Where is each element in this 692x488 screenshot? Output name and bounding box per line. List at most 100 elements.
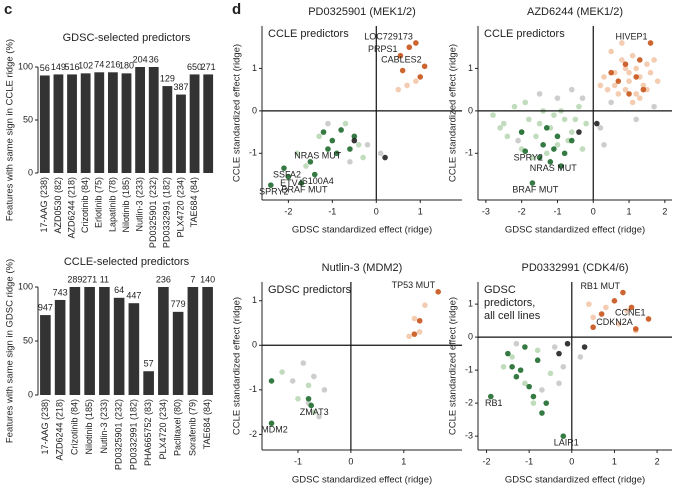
point bbox=[626, 78, 632, 84]
point-label: LAIR1 bbox=[554, 438, 579, 448]
count-label: 57 bbox=[144, 359, 154, 369]
point bbox=[576, 129, 582, 135]
point bbox=[597, 82, 604, 89]
y-axis-label: CCLE standardized effect (ridge) bbox=[448, 44, 459, 182]
point bbox=[305, 395, 312, 402]
x-axis-label: GDSC standardized effect (ridge) bbox=[292, 475, 432, 486]
bar bbox=[69, 287, 81, 395]
point bbox=[622, 61, 629, 67]
point bbox=[316, 413, 322, 420]
point-label: SSFA2 bbox=[273, 170, 301, 180]
count-label: 102 bbox=[78, 61, 93, 71]
x-tick-label: 2 bbox=[662, 206, 667, 216]
point bbox=[586, 301, 592, 307]
y-tick-label: -1 bbox=[465, 365, 473, 375]
chart-title: AZD6244 (MEK1/2) bbox=[527, 6, 623, 18]
point bbox=[529, 180, 536, 186]
y-axis-label: Features with same sign in CCLE ridge (%… bbox=[5, 39, 16, 221]
bar bbox=[162, 86, 173, 173]
x-tick-label: PLX4720 (234) bbox=[158, 399, 168, 460]
point bbox=[543, 125, 550, 131]
point bbox=[342, 120, 349, 127]
point bbox=[364, 142, 371, 148]
point bbox=[579, 146, 586, 152]
bar bbox=[128, 303, 140, 395]
point bbox=[624, 307, 631, 314]
point bbox=[509, 354, 515, 360]
point bbox=[325, 120, 331, 127]
point bbox=[647, 69, 654, 76]
point bbox=[560, 364, 567, 370]
point bbox=[572, 116, 579, 123]
x-tick-label: 1 bbox=[418, 206, 423, 216]
x-tick-label: PD0332991 (182) bbox=[128, 399, 138, 470]
point bbox=[554, 133, 561, 140]
point-label: NRAS MUT bbox=[294, 150, 342, 160]
y-tick-label: 1 bbox=[468, 298, 473, 308]
point bbox=[325, 146, 331, 152]
bar bbox=[135, 67, 146, 173]
point bbox=[636, 95, 643, 101]
point-label: SPRY2 bbox=[259, 187, 288, 197]
bar bbox=[148, 67, 159, 173]
point bbox=[268, 378, 275, 384]
count-label: 271 bbox=[201, 62, 216, 72]
point bbox=[522, 344, 528, 350]
point bbox=[568, 129, 575, 135]
y-tick-label: 0 bbox=[28, 389, 33, 399]
y-tick-label: 0 bbox=[28, 167, 33, 177]
point bbox=[651, 57, 657, 63]
point bbox=[530, 400, 537, 406]
bar bbox=[113, 297, 125, 395]
point bbox=[611, 82, 618, 89]
bar bbox=[187, 287, 199, 395]
point bbox=[594, 120, 600, 127]
point bbox=[619, 57, 625, 63]
y-tick-label: -2 bbox=[465, 398, 473, 408]
point bbox=[529, 154, 536, 161]
point bbox=[622, 86, 629, 93]
count-label: 947 bbox=[38, 302, 53, 312]
x-tick-label: -2 bbox=[518, 206, 526, 216]
x-tick-label: PHA665752 (83) bbox=[143, 399, 153, 466]
point bbox=[517, 367, 524, 373]
x-tick-label: 1 bbox=[612, 456, 617, 466]
bar bbox=[67, 74, 77, 173]
y-tick-label: 0 bbox=[468, 331, 473, 341]
bar bbox=[202, 287, 213, 395]
point bbox=[311, 171, 318, 178]
y-tick-label: 0 bbox=[252, 340, 257, 350]
y-axis-label: CCLE standardized effect (ridge) bbox=[232, 297, 243, 435]
point bbox=[543, 400, 550, 406]
point bbox=[556, 380, 562, 387]
point bbox=[622, 65, 629, 72]
point bbox=[295, 395, 301, 402]
point bbox=[654, 78, 661, 84]
point bbox=[539, 410, 545, 416]
x-tick-label: Erlotinib (75) bbox=[94, 177, 104, 228]
x-tick-label: Nutlin-3 (233) bbox=[99, 399, 109, 454]
count-label: 11 bbox=[100, 274, 109, 284]
x-tick-label: Crizotinib (84) bbox=[69, 399, 79, 455]
y-tick-label: 50 bbox=[23, 335, 33, 345]
y-tick-label: 100 bbox=[18, 61, 33, 71]
point bbox=[267, 182, 274, 188]
box-text: GDSC bbox=[484, 284, 516, 296]
point bbox=[522, 380, 528, 387]
point bbox=[633, 91, 640, 97]
point bbox=[285, 173, 292, 180]
point bbox=[303, 163, 309, 169]
point bbox=[640, 82, 647, 89]
count-label: 216 bbox=[105, 60, 120, 70]
count-label: 236 bbox=[156, 274, 171, 284]
x-tick-label: Paclitaxel (80) bbox=[173, 399, 183, 456]
panel-label: d bbox=[232, 1, 241, 18]
x-tick-label: 0 bbox=[348, 456, 353, 466]
bar bbox=[54, 299, 66, 395]
x-tick-label: Nilotinib (185) bbox=[121, 177, 131, 233]
point bbox=[395, 86, 402, 93]
x-tick-label: 17-AAG (238) bbox=[39, 177, 49, 233]
bar bbox=[189, 74, 200, 173]
point bbox=[619, 40, 625, 46]
